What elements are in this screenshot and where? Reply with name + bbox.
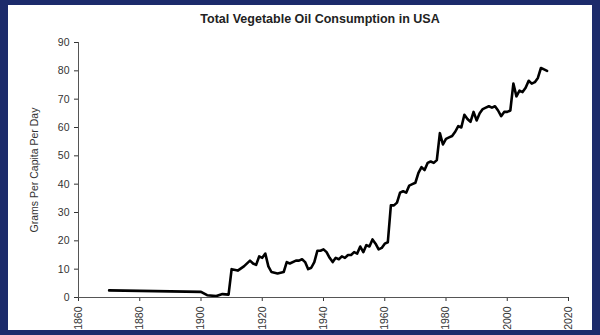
svg-text:Grams Per Capita Per Day: Grams Per Capita Per Day <box>28 107 40 233</box>
svg-text:1880: 1880 <box>133 306 145 330</box>
svg-text:0: 0 <box>64 291 70 303</box>
svg-text:10: 10 <box>58 263 70 275</box>
svg-text:60: 60 <box>58 121 70 133</box>
svg-text:30: 30 <box>58 206 70 218</box>
svg-text:40: 40 <box>58 178 70 190</box>
svg-text:50: 50 <box>58 149 70 161</box>
svg-text:1960: 1960 <box>378 306 390 330</box>
svg-text:2000: 2000 <box>501 306 513 330</box>
svg-text:70: 70 <box>58 93 70 105</box>
html-text:Total Vegetable Oil Consumptio: Total Vegetable Oil Consumption in USA <box>200 12 440 26</box>
svg-text:1920: 1920 <box>256 306 268 330</box>
svg-text:1860: 1860 <box>72 306 84 330</box>
svg-text:20: 20 <box>58 234 70 246</box>
svg-text:80: 80 <box>58 64 70 76</box>
svg-text:1940: 1940 <box>317 306 329 330</box>
svg-text:2020: 2020 <box>562 306 574 330</box>
svg-text:1900: 1900 <box>194 306 206 330</box>
svg-text:1980: 1980 <box>439 306 451 330</box>
svg-text:90: 90 <box>58 36 70 48</box>
